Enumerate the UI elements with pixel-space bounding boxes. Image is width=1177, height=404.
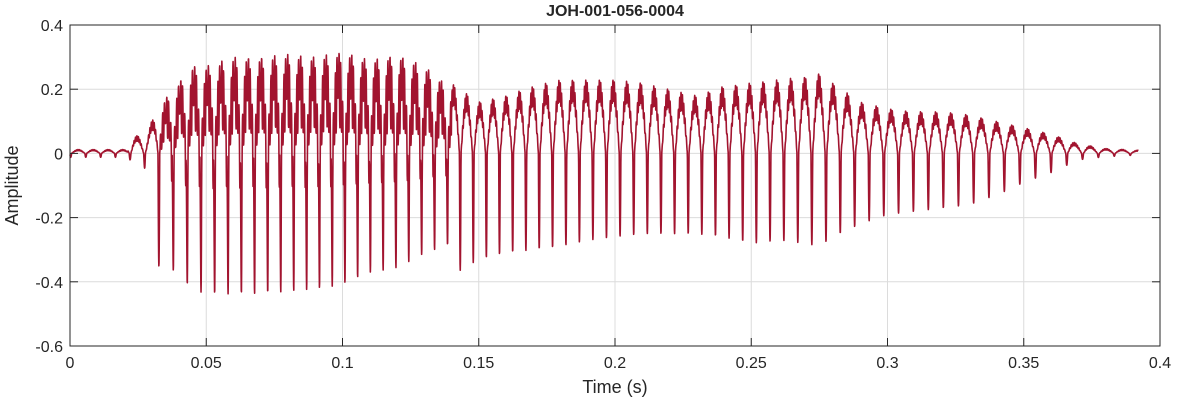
x-tick-label: 0.05	[191, 355, 222, 372]
y-tick-label: -0.6	[35, 339, 63, 356]
y-tick-label: 0	[54, 146, 63, 163]
x-tick-label: 0	[66, 355, 75, 372]
waveform-line	[69, 52, 1139, 295]
y-tick-label: 0.2	[41, 82, 63, 99]
x-tick-label: 0.4	[1149, 355, 1171, 372]
y-tick-label: 0.4	[41, 18, 63, 35]
x-tick-label: 0.15	[463, 355, 494, 372]
x-tick-label: 0.2	[604, 355, 626, 372]
x-tick-label: 0.35	[1008, 355, 1039, 372]
x-tick-label: 0.3	[876, 355, 898, 372]
x-tick-label: 0.1	[331, 355, 353, 372]
tick-layer: 0 0.05 0.1 0.15 0.2 0.25 0.3 0.35 0.4 -0.6 -0.4 -0.…	[35, 18, 1171, 372]
x-tick-label: 0.25	[736, 355, 767, 372]
x-axis-label: Time (s)	[582, 377, 647, 397]
y-tick-label: -0.2	[35, 211, 63, 228]
y-tick-label: -0.4	[35, 275, 63, 292]
y-axis-label: Amplitude	[2, 145, 22, 225]
chart-title: JOH-001-056-0004	[546, 3, 684, 20]
waveform-series	[69, 52, 1139, 295]
